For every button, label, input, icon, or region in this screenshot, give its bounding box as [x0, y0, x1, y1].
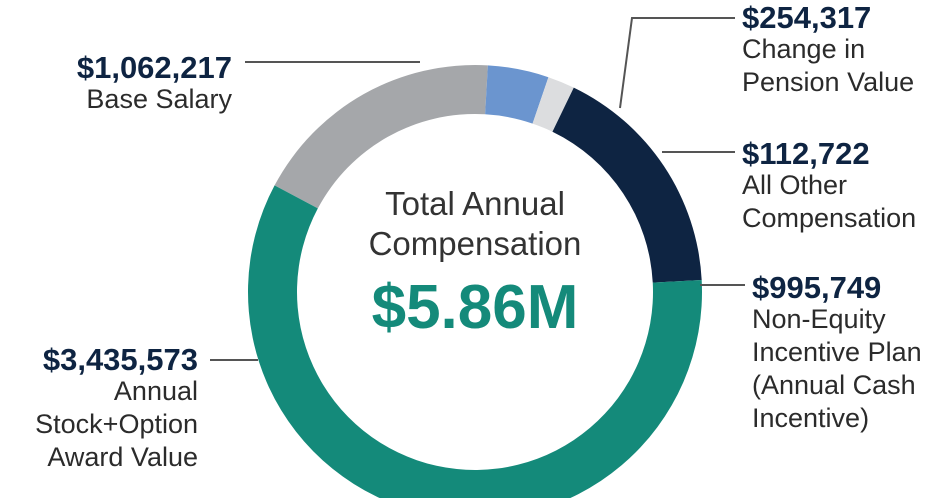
- pension-text: Change in Pension Value: [742, 34, 915, 97]
- slice-non-equity-incentive-plan-annual-cash-incentive: [552, 87, 702, 283]
- leader-line-pension: [619, 17, 735, 109]
- other-amount: $112,722: [742, 136, 870, 171]
- slice-all-other-compensation: [532, 77, 574, 132]
- label-pension: $254,317 Change in Pension Value: [742, 2, 914, 99]
- stock-text: Annual Stock+Option Award Value: [35, 376, 198, 472]
- label-other: $112,722 All Other Compensation: [742, 138, 916, 235]
- slice-change-in-pension-value: [485, 65, 549, 124]
- center-title: Total Annual Compensation: [368, 185, 582, 262]
- non-equity-text: Non-Equity Incentive Plan (Annual Cash I…: [752, 304, 922, 433]
- slice-base-salary: [274, 64, 488, 209]
- base-salary-amount: $1,062,217: [76, 50, 232, 85]
- label-base-salary: $1,062,217 Base Salary: [20, 52, 232, 116]
- slice-annual-stock-option-award-value: [248, 185, 702, 498]
- center-total-value: $5.86M: [371, 273, 579, 342]
- label-non-equity: $995,749 Non-Equity Incentive Plan (Annu…: [752, 272, 922, 435]
- label-stock: $3,435,573 Annual Stock+Option Award Val…: [0, 344, 198, 474]
- non-equity-amount: $995,749: [752, 270, 882, 305]
- other-text: All Other Compensation: [742, 170, 917, 233]
- base-salary-text: Base Salary: [86, 84, 232, 114]
- pension-amount: $254,317: [742, 0, 872, 35]
- stock-amount: $3,435,573: [42, 342, 198, 377]
